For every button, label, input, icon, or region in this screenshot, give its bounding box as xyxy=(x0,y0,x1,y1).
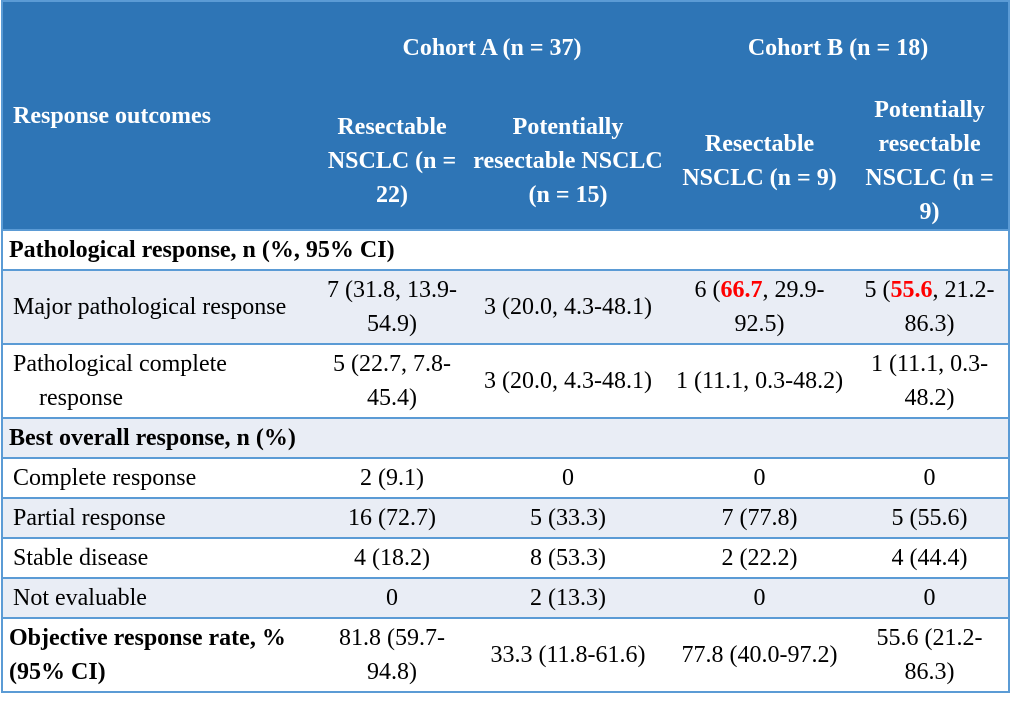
highlight-value: 66.7 xyxy=(720,277,763,303)
cell: 6 (66.7, 29.9-92.5) xyxy=(668,269,852,344)
cell: 0 xyxy=(851,457,1010,498)
header-row-subgroups: Resectable NSCLC (n = 22) Potentially re… xyxy=(2,93,1010,230)
cell: 0 xyxy=(668,457,852,498)
table-row: Stable disease 4 (18.2) 8 (53.3) 2 (22.2… xyxy=(2,537,1010,578)
cell: 0 xyxy=(468,457,669,498)
cell: 55.6 (21.2-86.3) xyxy=(851,617,1010,692)
header-a-potential: Potentially resectable NSCLC (n = 15) xyxy=(468,93,669,230)
cell: 0 xyxy=(668,577,852,618)
header-a-resectable: Resectable NSCLC (n = 22) xyxy=(316,93,468,230)
row-label: Stable disease xyxy=(2,537,316,578)
cell: 16 (72.7) xyxy=(316,497,468,538)
cell: 1 (11.1, 0.3-48.2) xyxy=(851,343,1010,418)
header-cohort-b: Cohort B (n = 18) xyxy=(668,1,1010,93)
cell: 3 (20.0, 4.3-48.1) xyxy=(468,269,669,344)
row-label: Pathological complete response xyxy=(2,343,316,418)
cell: 4 (44.4) xyxy=(851,537,1010,578)
section-row: Pathological response, n (%, 95% CI) xyxy=(2,229,1010,270)
cell-text: , 29.9-92.5) xyxy=(734,277,825,337)
section-row: Best overall response, n (%) xyxy=(2,417,1010,458)
cell-text: 5 ( xyxy=(864,277,891,303)
table-row: Partial response 16 (72.7) 5 (33.3) 7 (7… xyxy=(2,497,1010,538)
header-cohort-a: Cohort A (n = 37) xyxy=(316,1,669,93)
table-row: Complete response 2 (9.1) 0 0 0 xyxy=(2,457,1010,498)
cell: 2 (9.1) xyxy=(316,457,468,498)
cell-text: , 21.2-86.3) xyxy=(904,277,995,337)
cell: 5 (22.7, 7.8-45.4) xyxy=(316,343,468,418)
cell: 3 (20.0, 4.3-48.1) xyxy=(468,343,669,418)
cell: 5 (55.6, 21.2-86.3) xyxy=(851,269,1010,344)
cell: 7 (31.8, 13.9-54.9) xyxy=(316,269,468,344)
table-row: Major pathological response 7 (31.8, 13.… xyxy=(2,269,1010,344)
cell: 1 (11.1, 0.3-48.2) xyxy=(668,343,852,418)
table-row: Pathological complete response 5 (22.7, … xyxy=(2,343,1010,418)
cell: 8 (53.3) xyxy=(468,537,669,578)
cell: 2 (13.3) xyxy=(468,577,669,618)
section-best: Best overall response, n (%) xyxy=(2,417,1010,458)
cell: 81.8 (59.7-94.8) xyxy=(316,617,468,692)
row-label: Major pathological response xyxy=(2,269,316,344)
section-pathological: Pathological response, n (%, 95% CI) xyxy=(2,229,1010,270)
header-b-resectable: Resectable NSCLC (n = 9) xyxy=(668,93,852,230)
header-b-potential: Potentially resectable NSCLC (n = 9) xyxy=(851,93,1010,230)
table-row: Not evaluable 0 2 (13.3) 0 0 xyxy=(2,577,1010,618)
header-response-outcomes: Response outcomes xyxy=(2,1,316,230)
table-row: Objective response rate, % (95% CI) 81.8… xyxy=(2,617,1010,692)
cell: 2 (22.2) xyxy=(668,537,852,578)
highlight-value: 55.6 xyxy=(890,277,933,303)
row-label: Complete response xyxy=(2,457,316,498)
cell: 7 (77.8) xyxy=(668,497,852,538)
cell: 5 (55.6) xyxy=(851,497,1010,538)
cell: 4 (18.2) xyxy=(316,537,468,578)
row-label: Partial response xyxy=(2,497,316,538)
cell: 77.8 (40.0-97.2) xyxy=(668,617,852,692)
header-row-cohorts: Response outcomes Cohort A (n = 37) Coho… xyxy=(2,1,1010,230)
cell: 33.3 (11.8-61.6) xyxy=(468,617,669,692)
cell: 5 (33.3) xyxy=(468,497,669,538)
cell-text: 6 ( xyxy=(694,277,721,303)
row-label: Not evaluable xyxy=(2,577,316,618)
row-label: Objective response rate, % (95% CI) xyxy=(2,617,316,692)
cell: 0 xyxy=(851,577,1010,618)
cell: 0 xyxy=(316,577,468,618)
